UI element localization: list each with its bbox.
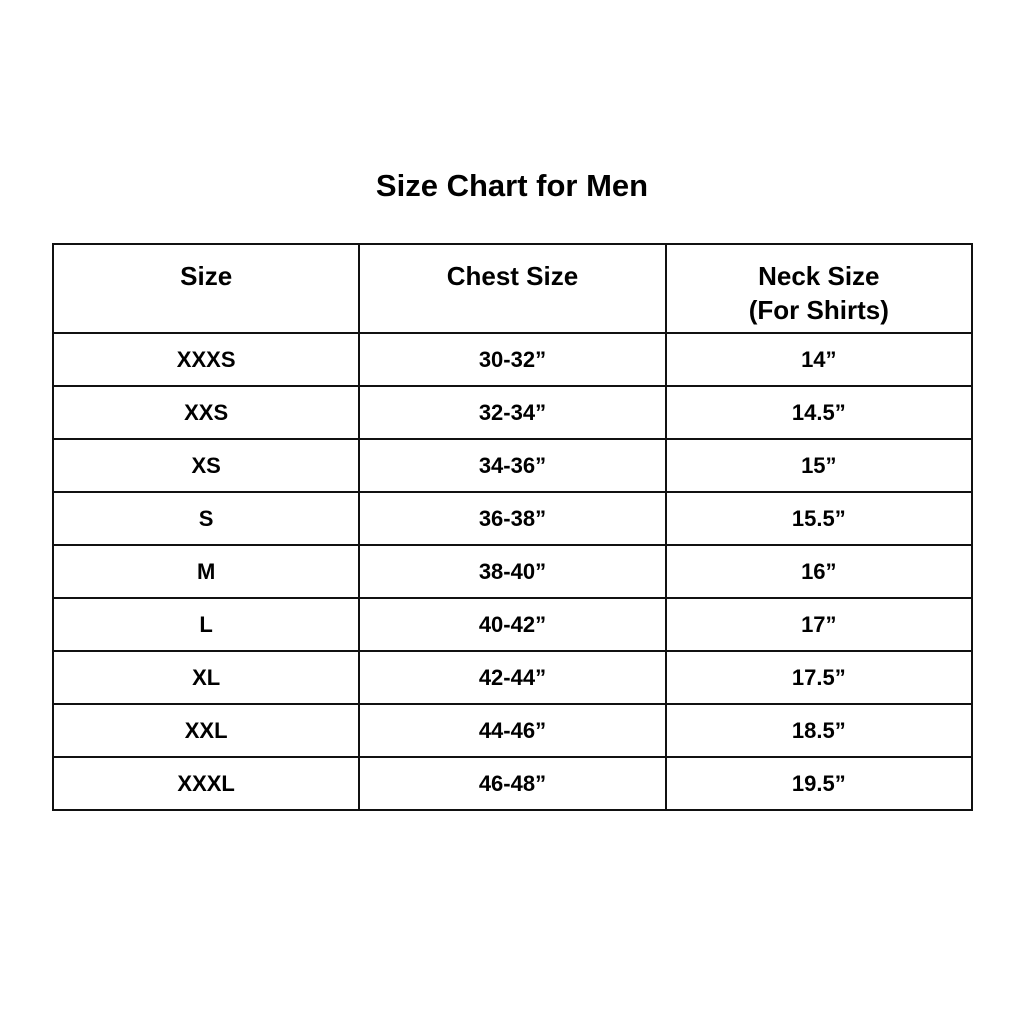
page-title: Size Chart for Men	[375, 168, 649, 203]
cell-size: XS	[51, 438, 361, 493]
header-size: Size	[51, 243, 361, 334]
header-row: Size Chest Size Neck Size (For Shirts)	[51, 243, 974, 334]
cell-neck: 16”	[664, 544, 974, 599]
cell-chest: 38-40”	[358, 544, 667, 599]
table-row: XXS 32-34” 14.5”	[51, 385, 974, 440]
cell-chest: 44-46”	[358, 703, 667, 758]
cell-neck: 17.5”	[664, 650, 974, 705]
cell-size: S	[51, 491, 361, 546]
cell-chest: 46-48”	[358, 756, 667, 811]
header-neck-sublabel: (For Shirts)	[748, 295, 889, 325]
header-neck-label: Neck Size	[758, 261, 880, 291]
cell-chest: 30-32”	[358, 332, 667, 387]
cell-neck: 15.5”	[664, 491, 974, 546]
cell-neck: 18.5”	[664, 703, 974, 758]
cell-neck: 17”	[664, 597, 974, 652]
header-neck: Neck Size (For Shirts)	[664, 243, 974, 334]
cell-size: M	[51, 544, 361, 599]
cell-chest: 36-38”	[358, 491, 667, 546]
cell-chest: 32-34”	[358, 385, 667, 440]
cell-size: XXXS	[51, 332, 361, 387]
cell-size: XL	[51, 650, 361, 705]
table-row: XL 42-44” 17.5”	[51, 650, 974, 705]
cell-chest: 42-44”	[358, 650, 667, 705]
cell-chest: 40-42”	[358, 597, 667, 652]
header-chest: Chest Size	[358, 243, 667, 334]
cell-neck: 15”	[664, 438, 974, 493]
cell-neck: 19.5”	[664, 756, 974, 811]
cell-neck: 14.5”	[664, 385, 974, 440]
table-row: S 36-38” 15.5”	[51, 491, 974, 546]
cell-size: XXS	[51, 385, 361, 440]
table-row: L 40-42” 17”	[51, 597, 974, 652]
table-row: M 38-40” 16”	[51, 544, 974, 599]
size-chart-table: Size Chest Size Neck Size (For Shirts) X…	[51, 243, 974, 811]
cell-chest: 34-36”	[358, 438, 667, 493]
table-row: XS 34-36” 15”	[51, 438, 974, 493]
table-row: XXL 44-46” 18.5”	[51, 703, 974, 758]
cell-size: XXL	[51, 703, 361, 758]
table-row: XXXL 46-48” 19.5”	[51, 756, 974, 811]
cell-size: XXXL	[51, 756, 361, 811]
cell-neck: 14”	[664, 332, 974, 387]
table-row: XXXS 30-32” 14”	[51, 332, 974, 387]
cell-size: L	[51, 597, 361, 652]
